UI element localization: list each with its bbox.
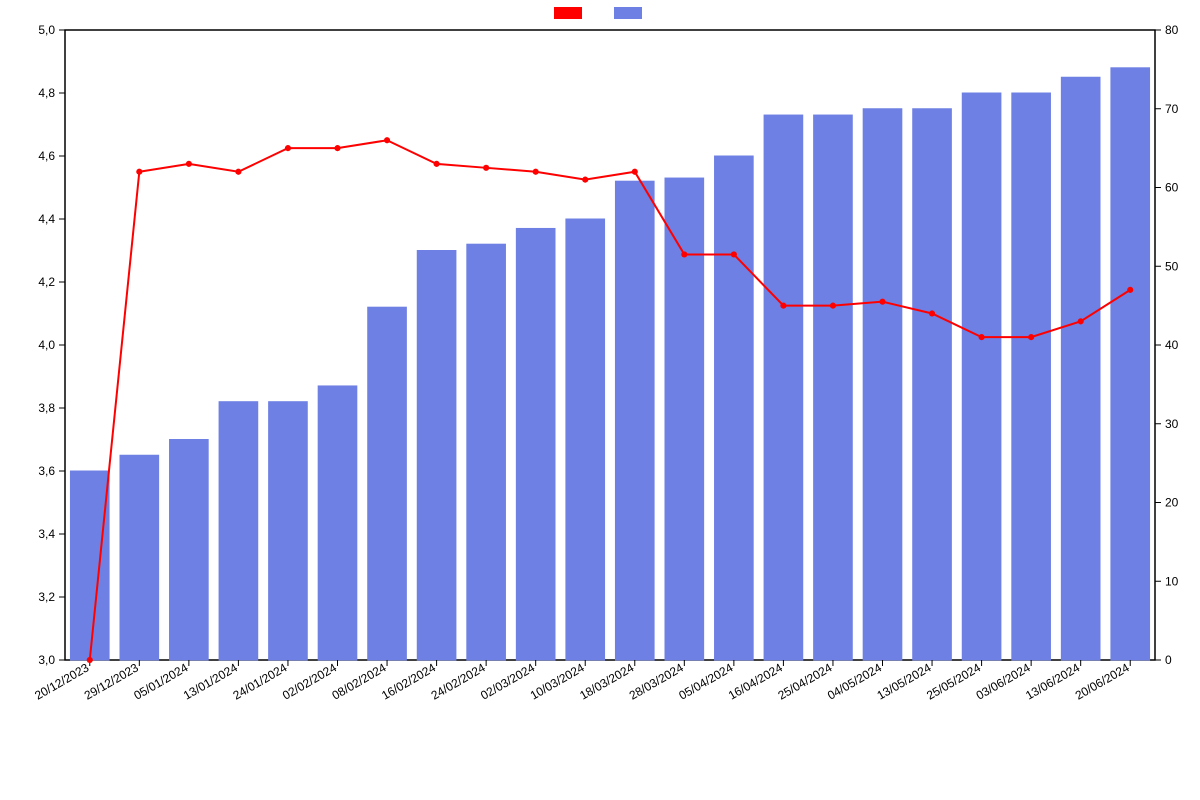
svg-text:70: 70	[1165, 102, 1179, 116]
combo-chart: 3,0 3,2 3,4 3,6 3,8 4,0 4,2 4,4 4,6 4,8 5,0 0 10 20 30…	[0, 0, 1200, 800]
svg-text:20/06/2024: 20/06/2024	[1073, 660, 1132, 702]
svg-text:40: 40	[1165, 338, 1179, 352]
svg-text:4,6: 4,6	[38, 149, 55, 163]
svg-text:16/02/2024: 16/02/2024	[379, 660, 438, 702]
svg-text:3,4: 3,4	[38, 527, 55, 541]
svg-text:28/03/2024: 28/03/2024	[627, 660, 686, 702]
svg-text:0: 0	[1165, 653, 1172, 667]
svg-text:25/04/2024: 25/04/2024	[775, 660, 834, 702]
legend-line-swatch	[554, 7, 582, 19]
svg-text:3,0: 3,0	[38, 653, 55, 667]
svg-text:02/03/2024: 02/03/2024	[478, 660, 537, 702]
svg-text:04/05/2024: 04/05/2024	[825, 660, 884, 702]
svg-text:4,2: 4,2	[38, 275, 55, 289]
chart-svg: 3,0 3,2 3,4 3,6 3,8 4,0 4,2 4,4 4,6 4,8 5,0 0 10 20 30…	[0, 0, 1200, 800]
legend	[0, 4, 1200, 19]
svg-text:08/02/2024: 08/02/2024	[330, 660, 389, 702]
svg-text:18/03/2024: 18/03/2024	[577, 660, 636, 702]
svg-text:05/04/2024: 05/04/2024	[676, 660, 735, 702]
svg-text:3,2: 3,2	[38, 590, 55, 604]
legend-bar-swatch	[614, 7, 642, 19]
legend-bar	[614, 5, 646, 19]
svg-text:03/06/2024: 03/06/2024	[974, 660, 1033, 702]
svg-text:4,0: 4,0	[38, 338, 55, 352]
svg-text:30: 30	[1165, 417, 1179, 431]
svg-text:4,8: 4,8	[38, 86, 55, 100]
svg-text:10/03/2024: 10/03/2024	[528, 660, 587, 702]
svg-text:3,6: 3,6	[38, 464, 55, 478]
svg-text:20: 20	[1165, 496, 1179, 510]
svg-text:29/12/2023: 29/12/2023	[82, 660, 141, 702]
svg-text:5,0: 5,0	[38, 23, 55, 37]
legend-line	[554, 5, 586, 19]
svg-text:80: 80	[1165, 23, 1179, 37]
svg-text:13/06/2024: 13/06/2024	[1023, 660, 1082, 702]
svg-text:16/04/2024: 16/04/2024	[726, 660, 785, 702]
svg-text:60: 60	[1165, 181, 1179, 195]
svg-text:10: 10	[1165, 574, 1179, 588]
svg-text:13/05/2024: 13/05/2024	[875, 660, 934, 702]
svg-text:24/02/2024: 24/02/2024	[429, 660, 488, 702]
svg-text:50: 50	[1165, 259, 1179, 273]
svg-text:02/02/2024: 02/02/2024	[280, 660, 339, 702]
svg-text:25/05/2024: 25/05/2024	[924, 660, 983, 702]
svg-text:3,8: 3,8	[38, 401, 55, 415]
svg-text:05/01/2024: 05/01/2024	[131, 660, 190, 702]
svg-text:24/01/2024: 24/01/2024	[230, 660, 289, 702]
svg-text:13/01/2024: 13/01/2024	[181, 660, 240, 702]
svg-text:4,4: 4,4	[38, 212, 55, 226]
